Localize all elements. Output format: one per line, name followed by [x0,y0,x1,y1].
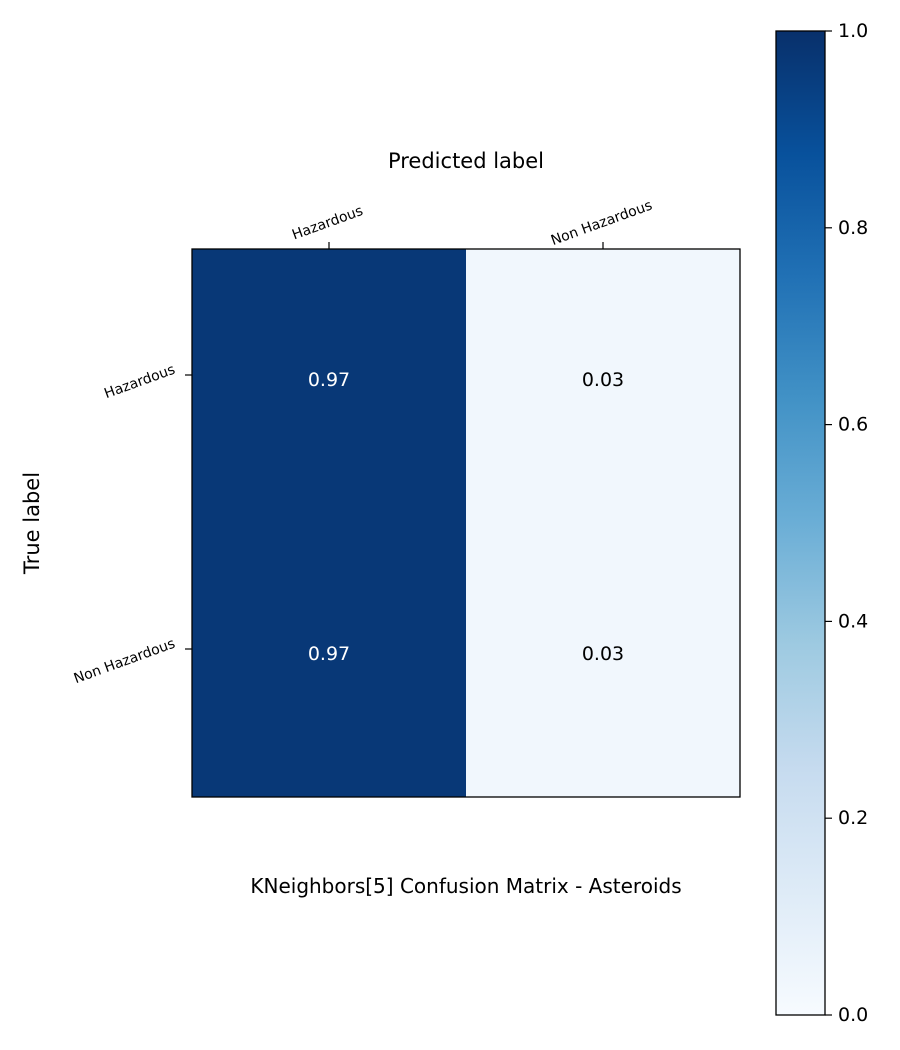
y-axis-ticks: Hazardous Non Hazardous [72,362,192,687]
cell-value-label: 0.97 [308,369,350,391]
cell-value-label: 0.03 [582,369,624,391]
x-tick-label: Non Hazardous [549,198,655,249]
matrix-frame [191,248,741,798]
colorbar-tick-label: 0.8 [838,217,868,239]
colorbar-tick-label: 0.0 [838,1004,868,1026]
matrix-cells [192,249,740,797]
colorbar-tick-label: 0.2 [838,807,868,829]
x-axis-ticks: Hazardous Non Hazardous [290,198,654,249]
y-tick-label: Hazardous [102,362,177,402]
cell-value-label: 0.97 [308,643,350,665]
colorbar-ticks: 0.0 0.2 0.4 0.6 0.8 1.0 [825,20,868,1026]
y-axis-label: True label [20,472,44,575]
cell-value-labels: 0.97 0.03 0.97 0.03 [308,369,624,665]
x-tick-label: Hazardous [290,203,365,243]
cell-value-label: 0.03 [582,643,624,665]
matrix-cell [192,249,466,523]
chart-title: KNeighbors[5] Confusion Matrix - Asteroi… [250,874,681,898]
matrix-cell [466,523,740,797]
matrix-cell [192,523,466,797]
y-tick-label: Non Hazardous [72,636,178,687]
x-axis-label: Predicted label [388,149,544,173]
colorbar-tick-label: 0.6 [838,414,868,436]
colorbar [775,30,826,1016]
matrix-cell [466,249,740,523]
colorbar-tick-label: 1.0 [838,20,868,42]
colorbar-tick-label: 0.4 [838,610,868,632]
